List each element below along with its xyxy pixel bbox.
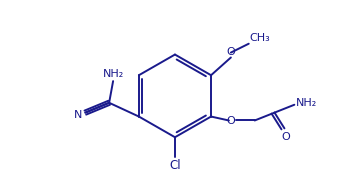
Text: O: O [226,116,235,127]
Text: CH₃: CH₃ [250,33,271,43]
Text: O: O [281,132,290,142]
Text: N: N [74,110,82,120]
Text: O: O [226,47,235,56]
Text: NH₂: NH₂ [297,98,318,108]
Text: NH₂: NH₂ [103,69,124,79]
Text: Cl: Cl [169,159,181,172]
